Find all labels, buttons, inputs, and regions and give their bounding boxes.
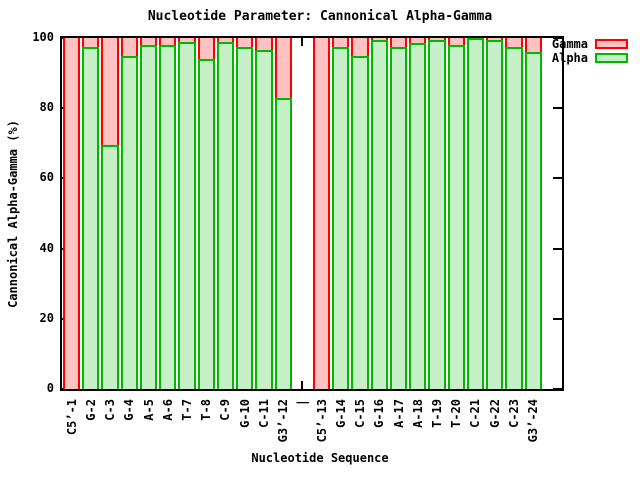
alpha-bar <box>178 41 196 389</box>
y-tick-mark-left <box>62 388 71 390</box>
alpha-bar <box>139 45 158 389</box>
alpha-bar <box>486 39 504 389</box>
y-axis-title: Cannonical Alpha-Gamma (%) <box>6 120 20 308</box>
alpha-bar <box>120 55 138 389</box>
alpha-bar <box>370 39 388 389</box>
legend-label-gamma: Gamma <box>551 37 588 51</box>
alpha-bar <box>255 50 273 389</box>
x-tick-label: | <box>295 399 310 407</box>
alpha-bar <box>409 43 427 389</box>
alpha-bar <box>466 38 485 389</box>
gamma-bar <box>63 38 81 389</box>
alpha-bar <box>524 52 542 389</box>
y-tick-label: 40 <box>39 240 54 255</box>
x-tick-mark-bottom <box>301 381 304 389</box>
alpha-bar <box>236 46 254 389</box>
alpha-bar <box>447 45 465 389</box>
alpha-bar <box>274 97 292 389</box>
y-tick-mark-right <box>553 247 562 250</box>
alpha-bar <box>428 39 446 389</box>
x-axis-title: Nucleotide Sequence <box>251 451 389 465</box>
alpha-bar <box>351 55 369 389</box>
alpha-bar <box>101 145 119 389</box>
alpha-bar <box>505 46 523 389</box>
y-tick-label: 60 <box>39 170 54 185</box>
chart-title: Nucleotide Parameter: Cannonical Alpha-G… <box>147 9 493 24</box>
alpha-bar <box>197 59 215 389</box>
y-tick-mark-right <box>553 37 562 39</box>
y-tick-mark-right <box>553 177 562 180</box>
alpha-bar <box>82 46 100 389</box>
y-tick-label: 20 <box>39 310 54 325</box>
alpha-bar <box>332 46 350 389</box>
y-tick-mark-right <box>553 317 562 320</box>
alpha-bar <box>389 46 408 389</box>
alpha-bar <box>216 41 235 389</box>
x-tick-label: G3’-24 <box>526 399 541 443</box>
y-tick-label: 80 <box>39 100 54 115</box>
legend-label-alpha: Alpha <box>551 51 588 65</box>
y-tick-label: 100 <box>32 30 54 44</box>
alpha-bar <box>159 45 177 389</box>
y-tick-mark-right <box>553 388 562 390</box>
y-tick-mark-right <box>553 107 562 110</box>
legend-swatch-alpha <box>595 53 628 63</box>
gamma-bar <box>313 38 331 389</box>
x-tick-mark-top <box>301 38 304 46</box>
legend-swatch-gamma <box>595 39 628 49</box>
y-tick-label: 0 <box>46 381 54 395</box>
